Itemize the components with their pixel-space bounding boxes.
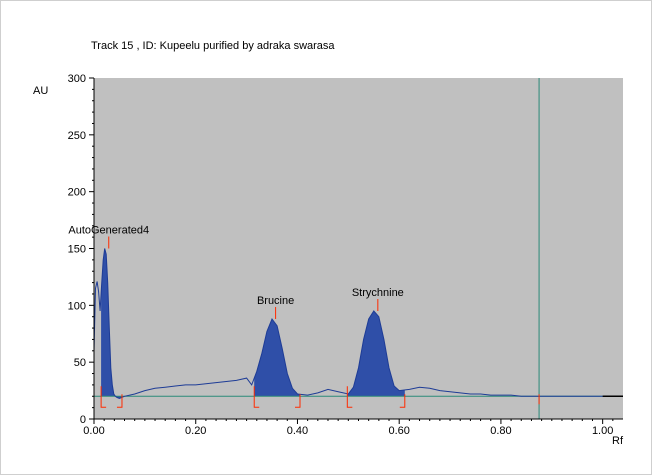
y-tick-label: 50: [74, 357, 86, 369]
peak-label-3: Strychnine: [352, 287, 404, 299]
peak-end-bracket-1: [116, 394, 123, 408]
chart-title: Track 15 , ID: Kupeelu purified by adrak…: [91, 40, 335, 52]
peak-fill-3: [347, 311, 405, 397]
y-tick-label: 100: [68, 300, 86, 312]
peak-end-bracket-2: [295, 394, 301, 408]
peak-start-bracket-2: [253, 386, 260, 408]
x-tick-label: 1.00: [592, 425, 613, 437]
peak-start-bracket-1: [100, 386, 107, 408]
y-tick-label: 300: [68, 73, 86, 85]
peak-label-1: AutoGenerated4: [68, 225, 149, 237]
y-tick-label: 150: [68, 244, 86, 256]
peak-label-2: Brucine: [257, 295, 294, 307]
x-tick-label: 0.80: [490, 425, 511, 437]
x-axis-label: Rf: [612, 435, 624, 447]
plot-area: [94, 78, 623, 419]
y-axis-label: AU: [33, 85, 48, 97]
peak-end-bracket-3: [399, 394, 406, 408]
peak-markers: AutoGenerated4 Brucine Strychnine: [68, 225, 540, 408]
trace-layer: [93, 78, 623, 419]
trace-line: [93, 248, 623, 400]
y-tick-label: 250: [68, 130, 86, 142]
x-tick-label: 0.00: [83, 425, 104, 437]
y-tick-label: 0: [80, 414, 86, 426]
x-tick-label: 0.60: [388, 425, 409, 437]
peak-start-bracket-3: [346, 386, 353, 408]
y-tick-label: 200: [68, 187, 86, 199]
x-tick-label: 0.40: [287, 425, 308, 437]
x-tick-label: 0.20: [185, 425, 206, 437]
axes: 0 50 100 150 200 250 300 0.00 0.20 0.40 0.60 0.80 1.…: [68, 73, 623, 437]
peak-fill-1: [101, 248, 122, 399]
